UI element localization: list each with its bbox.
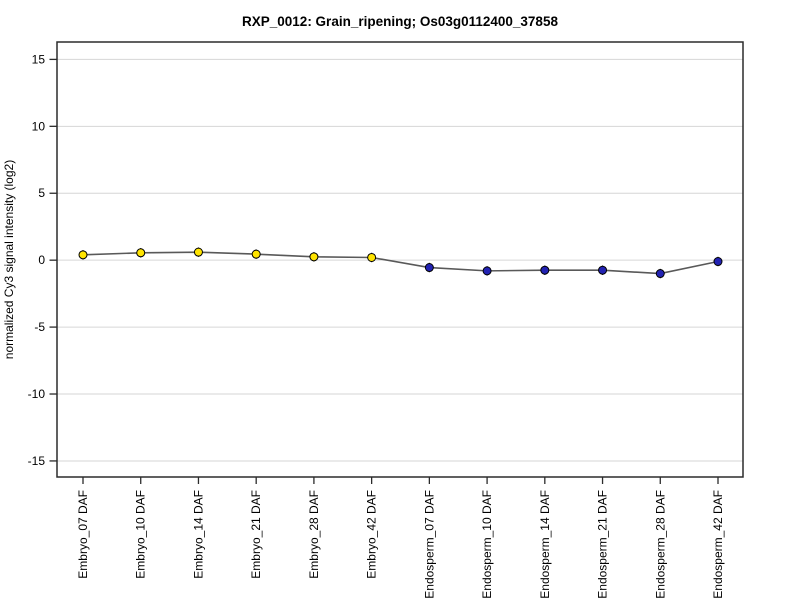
- y-axis-tick-label: 0: [38, 253, 45, 267]
- y-axis-tick-label: 5: [38, 186, 45, 200]
- y-axis-tick-label: -10: [28, 387, 46, 401]
- x-axis-category-label: Endosperm_42 DAF: [711, 490, 725, 599]
- data-point-embryo: [78, 250, 88, 260]
- data-point-endosperm: [540, 265, 550, 275]
- data-point-endosperm: [598, 265, 608, 275]
- y-axis-tick-label: 15: [32, 52, 46, 66]
- gridlines: [57, 58, 743, 462]
- data-point-embryo: [193, 247, 203, 257]
- data-point-embryo: [367, 252, 377, 262]
- data-point-endosperm: [482, 266, 492, 276]
- chart-title: RXP_0012: Grain_ripening; Os03g0112400_3…: [242, 14, 558, 29]
- x-axis-category-label: Embryo_10 DAF: [134, 490, 148, 579]
- data-point-embryo: [136, 248, 146, 258]
- y-axis: -15 -10 -5 0 5 10 15: [28, 52, 57, 468]
- data-series: [78, 247, 723, 279]
- x-axis-category-label: Embryo_07 DAF: [76, 490, 90, 579]
- data-point-endosperm: [655, 269, 665, 279]
- data-point-embryo: [309, 252, 319, 262]
- data-point-embryo: [251, 249, 261, 259]
- y-axis-title: normalized Cy3 signal intensity (log2): [2, 160, 16, 359]
- x-axis-category-label: Endosperm_14 DAF: [538, 490, 552, 599]
- x-axis: Embryo_07 DAF Embryo_10 DAF Embryo_14 DAF E…: [76, 477, 725, 599]
- x-axis-category-label: Endosperm_28 DAF: [653, 490, 667, 599]
- y-axis-tick-label: 10: [32, 119, 46, 133]
- x-axis-category-label: Embryo_42 DAF: [365, 490, 379, 579]
- plot-border: [56, 41, 744, 478]
- data-point-endosperm: [713, 257, 723, 267]
- x-axis-category-label: Endosperm_21 DAF: [596, 490, 610, 599]
- series-line: [82, 251, 719, 275]
- data-point-endosperm: [424, 263, 434, 273]
- x-axis-category-label: Embryo_14 DAF: [191, 490, 205, 579]
- x-axis-category-label: Embryo_21 DAF: [249, 490, 263, 579]
- x-axis-category-label: Embryo_28 DAF: [307, 490, 321, 579]
- x-axis-category-label: Endosperm_07 DAF: [422, 490, 436, 599]
- y-axis-tick-label: -5: [34, 320, 45, 334]
- x-axis-category-label: Endosperm_10 DAF: [480, 490, 494, 599]
- y-axis-tick-label: -15: [28, 454, 46, 468]
